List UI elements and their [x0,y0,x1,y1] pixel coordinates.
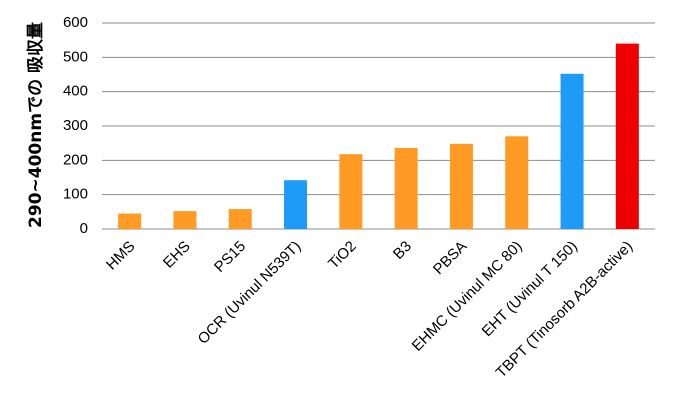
bar [394,147,418,229]
x-category-label: TiO2 [325,238,360,273]
x-category-label: EHMC (Uvinul MC 80) [409,238,526,355]
bar [228,209,252,229]
bar [449,143,473,229]
y-axis-label: 290~400nmでの 吸収量 [25,22,46,228]
x-category-label: EHT (Uvinul T 150) [479,238,581,340]
bar [118,213,142,229]
bars [118,43,639,230]
y-tick-label: 400 [63,83,88,100]
x-category-label: OCR (Uvinul N539T) [195,238,305,348]
bar [615,43,639,229]
y-tick-labels: 0 100 200 300 400 500 600 [63,14,88,237]
x-category-label: EHS [160,238,194,272]
y-tick-label: 600 [63,14,88,31]
y-tick-label: 0 [80,220,88,237]
y-tick-label: 100 [63,186,88,203]
bar [560,73,584,230]
x-category-label: PBSA [430,238,470,278]
bar [505,136,529,229]
y-tick-label: 300 [63,117,88,134]
bar [284,180,308,229]
y-tick-label: 500 [63,48,88,65]
bar [339,154,363,229]
gridlines [102,22,655,230]
x-category-label: B3 [390,238,415,263]
x-category-label: PS15 [211,238,249,276]
bar [173,211,197,229]
y-tick-label: 200 [63,151,88,168]
x-category-label: HMS [103,238,139,274]
